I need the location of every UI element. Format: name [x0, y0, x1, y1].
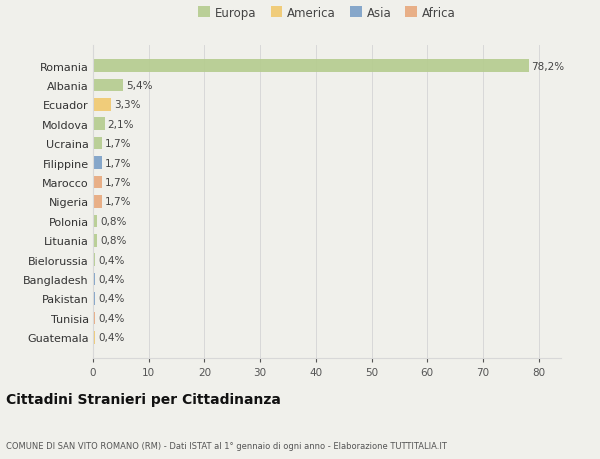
- Text: COMUNE DI SAN VITO ROMANO (RM) - Dati ISTAT al 1° gennaio di ogni anno - Elabora: COMUNE DI SAN VITO ROMANO (RM) - Dati IS…: [6, 441, 447, 450]
- Text: 0,8%: 0,8%: [100, 216, 127, 226]
- Bar: [93, 60, 529, 73]
- Text: 2,1%: 2,1%: [107, 119, 134, 129]
- Bar: [93, 273, 95, 286]
- Text: 0,4%: 0,4%: [98, 255, 124, 265]
- Bar: [93, 118, 105, 131]
- Text: Cittadini Stranieri per Cittadinanza: Cittadini Stranieri per Cittadinanza: [6, 392, 281, 406]
- Bar: [93, 176, 103, 189]
- Bar: [93, 99, 112, 112]
- Bar: [93, 215, 97, 228]
- Text: 78,2%: 78,2%: [532, 62, 565, 71]
- Bar: [93, 138, 103, 150]
- Bar: [93, 157, 103, 169]
- Text: 0,4%: 0,4%: [98, 294, 124, 304]
- Bar: [93, 79, 123, 92]
- Text: 1,7%: 1,7%: [105, 158, 132, 168]
- Text: 1,7%: 1,7%: [105, 197, 132, 207]
- Text: 3,3%: 3,3%: [114, 100, 140, 110]
- Text: 0,4%: 0,4%: [98, 333, 124, 342]
- Text: 1,7%: 1,7%: [105, 139, 132, 149]
- Bar: [93, 196, 103, 208]
- Text: 0,4%: 0,4%: [98, 313, 124, 323]
- Text: 1,7%: 1,7%: [105, 178, 132, 188]
- Bar: [93, 235, 97, 247]
- Text: 0,8%: 0,8%: [100, 236, 127, 246]
- Bar: [93, 312, 95, 325]
- Text: 5,4%: 5,4%: [126, 81, 152, 91]
- Text: 0,4%: 0,4%: [98, 274, 124, 285]
- Bar: [93, 292, 95, 305]
- Legend: Europa, America, Asia, Africa: Europa, America, Asia, Africa: [194, 2, 460, 24]
- Bar: [93, 331, 95, 344]
- Bar: [93, 254, 95, 266]
